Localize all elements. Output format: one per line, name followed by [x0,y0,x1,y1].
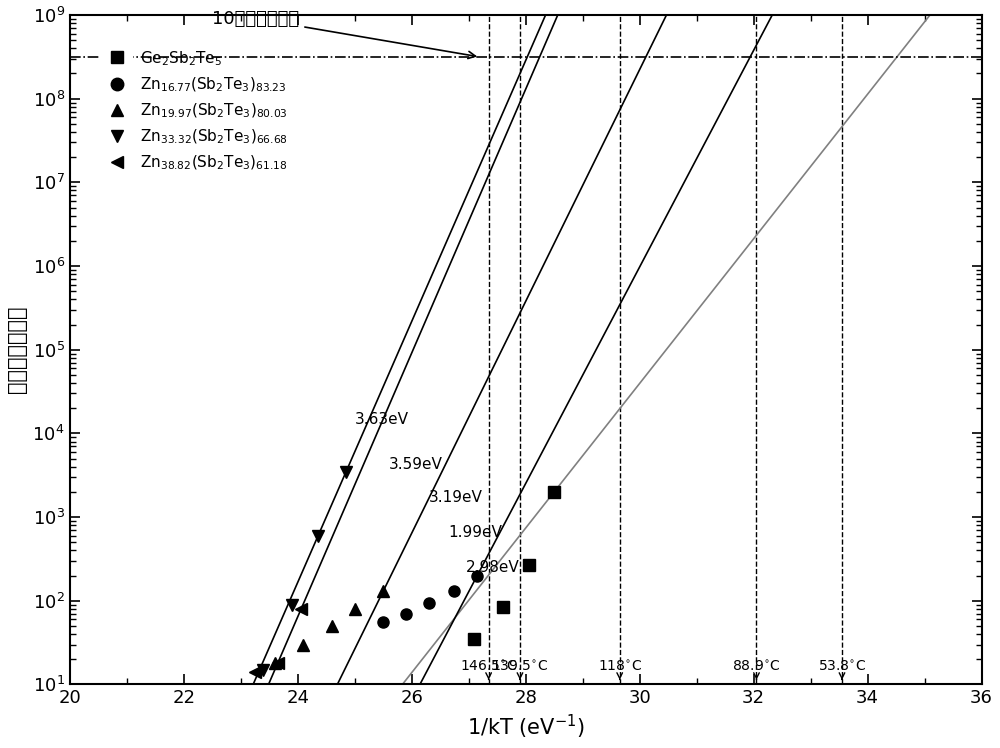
Text: 3.59eV: 3.59eV [389,456,443,471]
Text: 53.8$^{\circ}$C: 53.8$^{\circ}$C [818,659,866,679]
Y-axis label: 失效时间（秒）: 失效时间（秒） [7,306,27,393]
Text: 3.19eV: 3.19eV [429,491,483,506]
Text: 1.99eV: 1.99eV [449,525,503,540]
X-axis label: 1/kT (eV$^{-1}$): 1/kT (eV$^{-1}$) [467,713,585,741]
Text: 3.63eV: 3.63eV [355,412,409,427]
Text: 139.5$^{\circ}$C: 139.5$^{\circ}$C [491,659,549,679]
Legend: Ge$_2$Sb$_2$Te$_5$, Zn$_{16.77}$(Sb$_2$Te$_3$)$_{83.23}$, Zn$_{19.97}$(Sb$_2$Te$: Ge$_2$Sb$_2$Te$_5$, Zn$_{16.77}$(Sb$_2$T… [96,43,294,178]
Text: 10年数据保持力: 10年数据保持力 [212,10,475,58]
Text: 118$^{\circ}$C: 118$^{\circ}$C [598,659,642,679]
Text: 2.98eV: 2.98eV [466,560,520,575]
Text: 88.9$^{\circ}$C: 88.9$^{\circ}$C [732,659,781,679]
Text: 146.5$^{\circ}$C: 146.5$^{\circ}$C [460,659,517,679]
